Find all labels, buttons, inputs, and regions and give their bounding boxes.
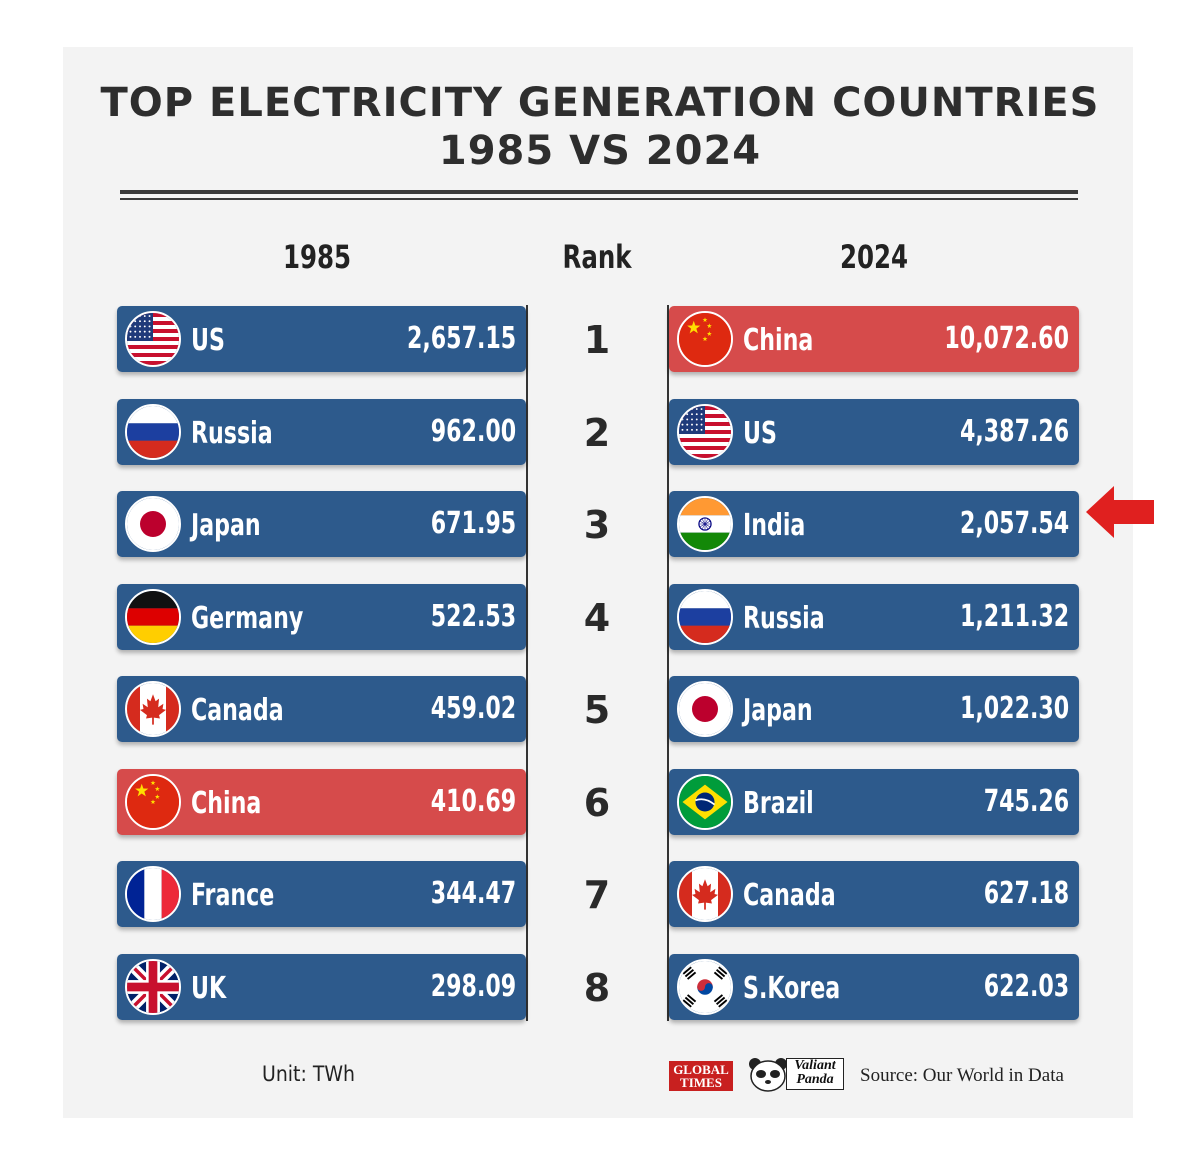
rank-number: 6 (583, 780, 611, 825)
germany-flag-icon (125, 588, 181, 645)
india-flag-icon (677, 496, 733, 552)
generation-value: 10,072.60 (944, 321, 1069, 356)
japan-flag-icon (125, 496, 181, 552)
russia-flag-icon (677, 588, 733, 645)
row-1985-russia: Russia 962.00 (117, 398, 526, 465)
chart-title: TOP ELECTRICITY GENERATION COUNTRIES (100, 80, 1100, 126)
generation-value: 1,211.32 (959, 598, 1069, 634)
canada-flag-icon (677, 866, 733, 922)
generation-value: 2,657.15 (406, 321, 516, 356)
valiant-panda-logo: Valiant Panda (786, 1058, 844, 1090)
rank-number: 4 (583, 595, 611, 640)
row-1985-us: US 2,657.15 (117, 306, 526, 372)
generation-value: 962.00 (430, 413, 516, 449)
country-name: Germany (191, 600, 304, 636)
country-name: Brazil (743, 785, 814, 821)
country-name: US (743, 415, 777, 451)
country-name: UK (191, 970, 227, 1006)
brazil-flag-icon (677, 773, 733, 830)
country-name: China (191, 785, 262, 821)
row-1985-uk: UK 298.09 (117, 953, 526, 1020)
valiant-panda-logo-line1: Valiant (794, 1058, 836, 1073)
row-2024-canada: Canada 627.18 (669, 861, 1079, 927)
russia-flag-icon (125, 403, 181, 460)
title-rule-thin (120, 198, 1078, 200)
infographic-panel (63, 47, 1133, 1118)
country-name: India (743, 508, 806, 543)
china-flag-icon (125, 773, 181, 830)
chart-subtitle: 1985 VS 2024 (438, 128, 762, 174)
country-name: Canada (191, 693, 284, 728)
generation-value: 745.26 (983, 783, 1069, 819)
title-rule-thick (120, 190, 1078, 194)
country-name: China (743, 323, 814, 358)
generation-value: 459.02 (430, 691, 516, 726)
generation-value: 344.47 (430, 876, 516, 911)
generation-value: 410.69 (430, 783, 516, 819)
divider-left (526, 305, 528, 1021)
source-label: Source: Our World in Data (860, 1065, 1064, 1086)
row-2024-japan: Japan 1,022.30 (669, 676, 1079, 742)
generation-value: 522.53 (430, 598, 516, 634)
japan-flag-icon (677, 681, 733, 737)
country-name: US (191, 323, 225, 358)
country-name: Canada (743, 878, 836, 913)
column-header-rank: Rank (562, 238, 632, 276)
rank-number: 5 (583, 688, 611, 732)
row-2024-us: US 4,387.26 (669, 398, 1079, 465)
rank-number: 7 (583, 873, 611, 917)
row-1985-canada: Canada 459.02 (117, 676, 526, 742)
divider-right (667, 305, 669, 1021)
row-2024-india: India 2,057.54 (669, 491, 1079, 557)
france-flag-icon (125, 866, 181, 922)
uk-flag-icon (125, 958, 181, 1015)
country-name: France (191, 878, 275, 913)
row-2024-brazil: Brazil 745.26 (669, 768, 1079, 835)
arrow-left-icon (1086, 486, 1154, 538)
country-name: Japan (743, 693, 813, 728)
valiant-panda-logo-line2: Panda (796, 1072, 834, 1087)
us-flag-icon (125, 311, 181, 367)
global-times-logo-line2: TIMES (680, 1075, 722, 1090)
generation-value: 1,022.30 (959, 691, 1069, 726)
country-name: S.Korea (743, 970, 841, 1006)
row-2024-china: China 10,072.60 (669, 306, 1079, 372)
generation-value: 627.18 (983, 876, 1069, 911)
column-header-1985: 1985 (282, 238, 352, 276)
china-flag-icon (677, 311, 733, 367)
country-name: Russia (191, 415, 273, 451)
row-1985-germany: Germany 522.53 (117, 583, 526, 650)
row-1985-china: China 410.69 (117, 768, 526, 835)
us-flag-icon (677, 403, 733, 460)
unit-label: Unit: TWh (262, 1062, 356, 1086)
country-name: Russia (743, 600, 825, 636)
row-2024-skorea: S.Korea 622.03 (669, 953, 1079, 1020)
global-times-logo-line1: GLOBAL (673, 1062, 729, 1077)
generation-value: 4,387.26 (959, 413, 1069, 449)
row-1985-france: France 344.47 (117, 861, 526, 927)
rank-number: 8 (583, 965, 611, 1010)
rank-number: 1 (583, 318, 611, 362)
skorea-flag-icon (677, 958, 733, 1015)
country-name: Japan (191, 508, 261, 543)
generation-value: 298.09 (430, 968, 516, 1004)
global-times-logo: GLOBAL TIMES (669, 1061, 733, 1091)
generation-value: 622.03 (983, 968, 1069, 1004)
panda-icon (749, 1058, 787, 1092)
row-2024-russia: Russia 1,211.32 (669, 583, 1079, 650)
canada-flag-icon (125, 681, 181, 737)
generation-value: 671.95 (430, 506, 516, 541)
generation-value: 2,057.54 (959, 506, 1069, 541)
column-header-2024: 2024 (839, 238, 909, 276)
rank-number: 3 (583, 503, 611, 547)
rank-number: 2 (583, 410, 611, 455)
row-1985-japan: Japan 671.95 (117, 491, 526, 557)
